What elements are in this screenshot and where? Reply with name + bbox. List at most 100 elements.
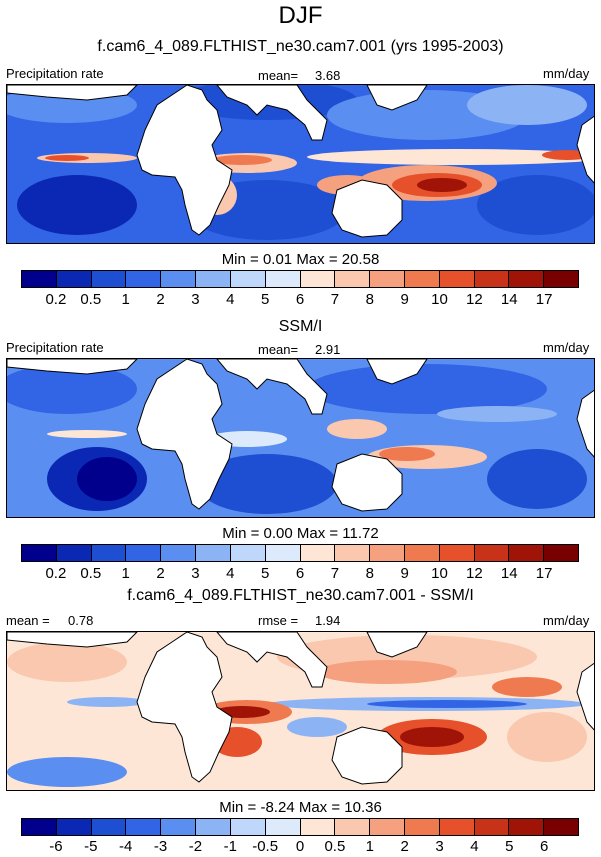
colorbar-swatch <box>544 271 578 287</box>
africa-shape <box>136 632 233 783</box>
colorbar-tick-label: 0.2 <box>45 291 67 308</box>
panel3-mean-label: mean = <box>6 613 50 628</box>
colorbar-tick-label: 17 <box>535 565 553 582</box>
colorbar-swatch <box>300 271 336 287</box>
precip-field <box>7 364 587 514</box>
colorbar-tick-label: 3 <box>435 838 444 855</box>
colorbar-tick-label: 17 <box>535 291 553 308</box>
australia-shape <box>331 726 403 785</box>
east-asia-shape <box>366 632 428 658</box>
colorbar-tick-label: 0 <box>295 838 305 855</box>
colorbar-tick-label: 1 <box>365 838 374 855</box>
asia-shape <box>216 632 328 688</box>
colorbar-tick-label: 5 <box>505 838 514 855</box>
colorbar-tick-label: 2 <box>156 291 165 308</box>
colorbar-swatch <box>335 271 371 287</box>
colorbar-swatch <box>56 545 92 561</box>
europe-shape <box>7 359 138 375</box>
colorbar-tick-label: -0.5 <box>252 838 279 855</box>
colorbar-tick-label: 6 <box>295 565 305 582</box>
asia-shape <box>216 85 328 141</box>
colorbar-tick-label: 3 <box>191 565 200 582</box>
panel3-colorbar-ticks: -6 -5 -4 -3 -2 -1 -0.5 0 0.5 1 2 3 4 5 6 <box>21 838 579 856</box>
colorbar-swatch <box>265 545 301 561</box>
colorbar-swatch <box>404 271 440 287</box>
colorbar-swatch <box>300 545 336 561</box>
panel3-colorbar <box>21 818 579 836</box>
panel2-title: SSM/I <box>278 318 323 335</box>
europe-shape <box>7 85 138 101</box>
colorbar-swatch <box>230 545 266 561</box>
precip-field <box>7 85 594 240</box>
colorbar-tick-label: 9 <box>400 291 409 308</box>
panel1-mean-value: 3.68 <box>315 68 341 83</box>
colorbar-tick-label: 5 <box>260 565 270 582</box>
americas-shape <box>576 662 594 731</box>
panel2-mean-value: 2.91 <box>315 342 341 357</box>
colorbar-swatch <box>91 819 127 835</box>
panel2-mean-label: mean= <box>258 342 299 357</box>
colorbar-tick-label: 14 <box>500 565 518 582</box>
colorbar-swatch <box>196 545 231 561</box>
colorbar-swatch <box>126 271 162 287</box>
panel3-title: f.cam6_4_089.FLTHIST_ne30.cam7.001 - SSM… <box>127 587 474 604</box>
colorbar-swatch <box>230 819 266 835</box>
colorbar-tick-label: -2 <box>188 838 203 855</box>
colorbar-tick-label: 6 <box>539 838 549 855</box>
panel3-rmse-value: 1.94 <box>315 613 341 628</box>
colorbar-swatch <box>474 545 510 561</box>
colorbar-swatch <box>509 545 545 561</box>
australia-shape <box>331 179 403 238</box>
americas-shape <box>576 115 594 184</box>
colorbar-tick-label: 4 <box>226 565 235 582</box>
colorbar-tick-label: 1 <box>121 565 130 582</box>
colorbar-tick-label: 4 <box>226 291 235 308</box>
panel1-minmax: Min = 0.01 Max = 20.58 <box>221 251 380 268</box>
colorbar-tick-label: 0.5 <box>324 838 346 855</box>
east-asia-shape <box>366 85 428 111</box>
diff-field <box>7 635 587 787</box>
colorbar-tick-label: 5 <box>260 291 270 308</box>
colorbar-swatch <box>22 819 57 835</box>
colorbar-swatch <box>370 545 405 561</box>
panel1-variable-label: Precipitation rate <box>6 66 104 81</box>
colorbar-swatch <box>265 819 301 835</box>
panel1-units: mm/day <box>543 66 590 81</box>
colorbar-swatch <box>404 545 440 561</box>
colorbar-swatch <box>126 819 162 835</box>
colorbar-swatch <box>335 545 371 561</box>
panel3-mean-value: 0.78 <box>68 613 94 628</box>
east-asia-shape <box>366 359 428 385</box>
colorbar-swatch <box>56 819 92 835</box>
colorbar-tick-label: 0.5 <box>80 291 102 308</box>
colorbar-swatch <box>474 271 510 287</box>
colorbar-swatch <box>509 271 545 287</box>
panel2-map <box>6 358 595 518</box>
panel3-map <box>6 631 595 791</box>
colorbar-swatch <box>22 545 57 561</box>
colorbar-swatch <box>22 271 57 287</box>
colorbar-swatch <box>370 271 405 287</box>
panel3-rmse-label: rmse = <box>258 613 299 628</box>
colorbar-tick-label: 0.2 <box>45 565 67 582</box>
colorbar-tick-label: 2 <box>156 565 165 582</box>
colorbar-tick-label: -4 <box>118 838 133 855</box>
colorbar-swatch <box>474 819 510 835</box>
europe-shape <box>7 632 138 648</box>
colorbar-swatch <box>196 271 231 287</box>
panel3-units: mm/day <box>543 613 590 628</box>
colorbar-tick-label: 4 <box>470 838 479 855</box>
panel1-colorbar-ticks: 0.2 0.5 1 2 3 4 5 6 7 8 9 10 12 14 17 <box>21 291 579 309</box>
colorbar-tick-label: 12 <box>466 565 483 582</box>
colorbar-tick-label: 10 <box>431 565 448 582</box>
colorbar-tick-label: 8 <box>365 291 374 308</box>
colorbar-swatch <box>126 545 162 561</box>
colorbar-swatch <box>161 545 197 561</box>
colorbar-tick-label: 6 <box>295 291 305 308</box>
colorbar-tick-label: 3 <box>191 291 200 308</box>
colorbar-swatch <box>370 819 405 835</box>
panel3-minmax: Min = -8.24 Max = 10.36 <box>219 799 382 816</box>
colorbar-swatch <box>544 819 578 835</box>
colorbar-tick-label: -3 <box>153 838 168 855</box>
colorbar-swatch <box>230 271 266 287</box>
